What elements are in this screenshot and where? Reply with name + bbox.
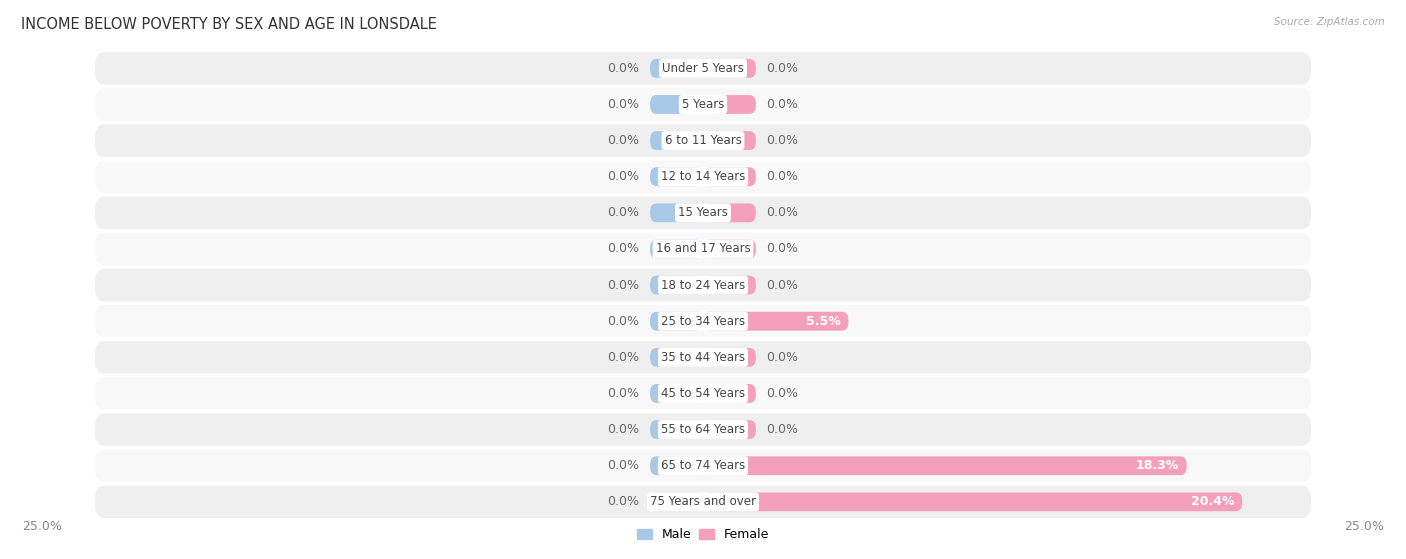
Text: 18.3%: 18.3% <box>1136 459 1178 472</box>
FancyBboxPatch shape <box>703 492 1243 511</box>
FancyBboxPatch shape <box>650 348 703 367</box>
Text: 0.0%: 0.0% <box>607 278 640 292</box>
FancyBboxPatch shape <box>703 59 756 78</box>
Text: 12 to 14 Years: 12 to 14 Years <box>661 170 745 183</box>
Text: 0.0%: 0.0% <box>607 351 640 364</box>
Text: 0.0%: 0.0% <box>766 62 799 75</box>
Text: 0.0%: 0.0% <box>607 206 640 219</box>
FancyBboxPatch shape <box>703 240 756 258</box>
FancyBboxPatch shape <box>703 167 756 186</box>
Text: 35 to 44 Years: 35 to 44 Years <box>661 351 745 364</box>
FancyBboxPatch shape <box>96 124 1310 157</box>
Text: 25.0%: 25.0% <box>22 520 62 533</box>
FancyBboxPatch shape <box>650 420 703 439</box>
Text: 0.0%: 0.0% <box>766 387 799 400</box>
FancyBboxPatch shape <box>703 456 1187 475</box>
FancyBboxPatch shape <box>96 233 1310 265</box>
FancyBboxPatch shape <box>96 305 1310 338</box>
Text: 0.0%: 0.0% <box>766 134 799 147</box>
Text: 0.0%: 0.0% <box>607 423 640 436</box>
FancyBboxPatch shape <box>703 203 756 222</box>
Text: 5 Years: 5 Years <box>682 98 724 111</box>
FancyBboxPatch shape <box>650 167 703 186</box>
Text: 65 to 74 Years: 65 to 74 Years <box>661 459 745 472</box>
FancyBboxPatch shape <box>650 456 703 475</box>
FancyBboxPatch shape <box>650 131 703 150</box>
Text: 15 Years: 15 Years <box>678 206 728 219</box>
Text: 55 to 64 Years: 55 to 64 Years <box>661 423 745 436</box>
FancyBboxPatch shape <box>650 312 703 330</box>
Text: 6 to 11 Years: 6 to 11 Years <box>665 134 741 147</box>
Text: 18 to 24 Years: 18 to 24 Years <box>661 278 745 292</box>
Text: 5.5%: 5.5% <box>806 315 841 328</box>
Text: 20.4%: 20.4% <box>1191 495 1234 508</box>
Text: 45 to 54 Years: 45 to 54 Years <box>661 387 745 400</box>
FancyBboxPatch shape <box>96 269 1310 301</box>
Text: 25.0%: 25.0% <box>1344 520 1384 533</box>
Text: 0.0%: 0.0% <box>607 134 640 147</box>
FancyBboxPatch shape <box>703 276 756 295</box>
FancyBboxPatch shape <box>703 420 756 439</box>
FancyBboxPatch shape <box>650 492 703 511</box>
Text: INCOME BELOW POVERTY BY SEX AND AGE IN LONSDALE: INCOME BELOW POVERTY BY SEX AND AGE IN L… <box>21 17 437 32</box>
FancyBboxPatch shape <box>96 160 1310 193</box>
Text: 0.0%: 0.0% <box>766 206 799 219</box>
FancyBboxPatch shape <box>650 203 703 222</box>
FancyBboxPatch shape <box>96 52 1310 84</box>
FancyBboxPatch shape <box>96 449 1310 482</box>
Text: 0.0%: 0.0% <box>607 98 640 111</box>
FancyBboxPatch shape <box>703 131 756 150</box>
FancyBboxPatch shape <box>703 95 756 114</box>
FancyBboxPatch shape <box>650 95 703 114</box>
Text: 0.0%: 0.0% <box>766 423 799 436</box>
FancyBboxPatch shape <box>650 59 703 78</box>
FancyBboxPatch shape <box>703 312 848 330</box>
Text: 0.0%: 0.0% <box>607 315 640 328</box>
Text: 0.0%: 0.0% <box>607 243 640 255</box>
FancyBboxPatch shape <box>96 88 1310 121</box>
FancyBboxPatch shape <box>96 341 1310 373</box>
Text: 25 to 34 Years: 25 to 34 Years <box>661 315 745 328</box>
Text: 16 and 17 Years: 16 and 17 Years <box>655 243 751 255</box>
Text: 0.0%: 0.0% <box>766 278 799 292</box>
Legend: Male, Female: Male, Female <box>631 523 775 547</box>
Text: 0.0%: 0.0% <box>766 170 799 183</box>
FancyBboxPatch shape <box>96 413 1310 446</box>
FancyBboxPatch shape <box>650 384 703 403</box>
Text: 75 Years and over: 75 Years and over <box>650 495 756 508</box>
Text: Source: ZipAtlas.com: Source: ZipAtlas.com <box>1274 17 1385 27</box>
Text: 0.0%: 0.0% <box>607 459 640 472</box>
FancyBboxPatch shape <box>703 348 756 367</box>
FancyBboxPatch shape <box>96 377 1310 410</box>
FancyBboxPatch shape <box>96 197 1310 229</box>
Text: 0.0%: 0.0% <box>607 170 640 183</box>
Text: 0.0%: 0.0% <box>766 243 799 255</box>
Text: 0.0%: 0.0% <box>766 351 799 364</box>
FancyBboxPatch shape <box>96 486 1310 518</box>
Text: 0.0%: 0.0% <box>607 62 640 75</box>
Text: 0.0%: 0.0% <box>607 495 640 508</box>
Text: Under 5 Years: Under 5 Years <box>662 62 744 75</box>
FancyBboxPatch shape <box>650 240 703 258</box>
Text: 0.0%: 0.0% <box>607 387 640 400</box>
FancyBboxPatch shape <box>650 276 703 295</box>
FancyBboxPatch shape <box>703 384 756 403</box>
Text: 0.0%: 0.0% <box>766 98 799 111</box>
